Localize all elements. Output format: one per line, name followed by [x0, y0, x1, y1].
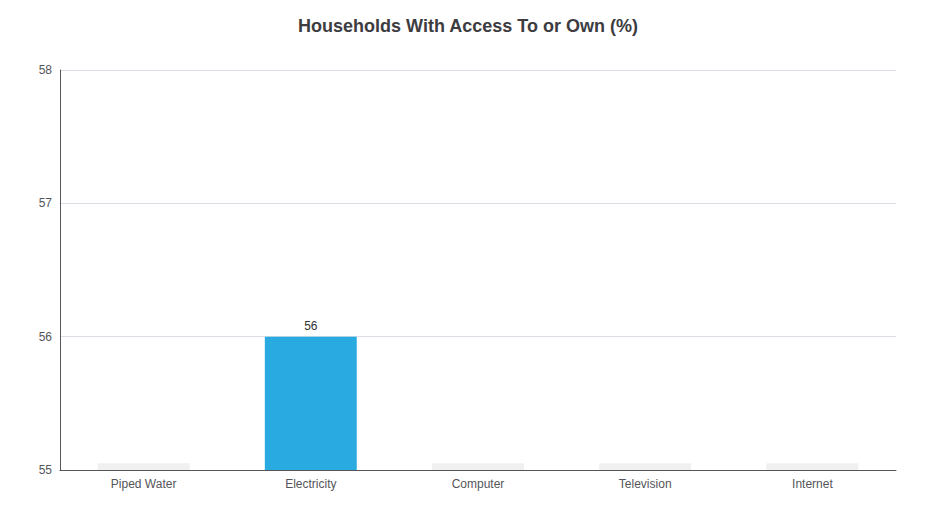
- svg-text:Television: Television: [619, 477, 672, 491]
- svg-text:55: 55: [39, 463, 53, 477]
- svg-text:Computer: Computer: [452, 477, 505, 491]
- svg-text:Households With Access To or O: Households With Access To or Own (%): [298, 16, 638, 36]
- svg-text:58: 58: [39, 63, 53, 77]
- svg-text:56: 56: [39, 330, 53, 344]
- svg-text:Internet: Internet: [792, 477, 833, 491]
- svg-text:Piped Water: Piped Water: [111, 477, 177, 491]
- svg-text:Electricity: Electricity: [285, 477, 336, 491]
- svg-text:57: 57: [39, 196, 53, 210]
- svg-text:56: 56: [304, 319, 318, 333]
